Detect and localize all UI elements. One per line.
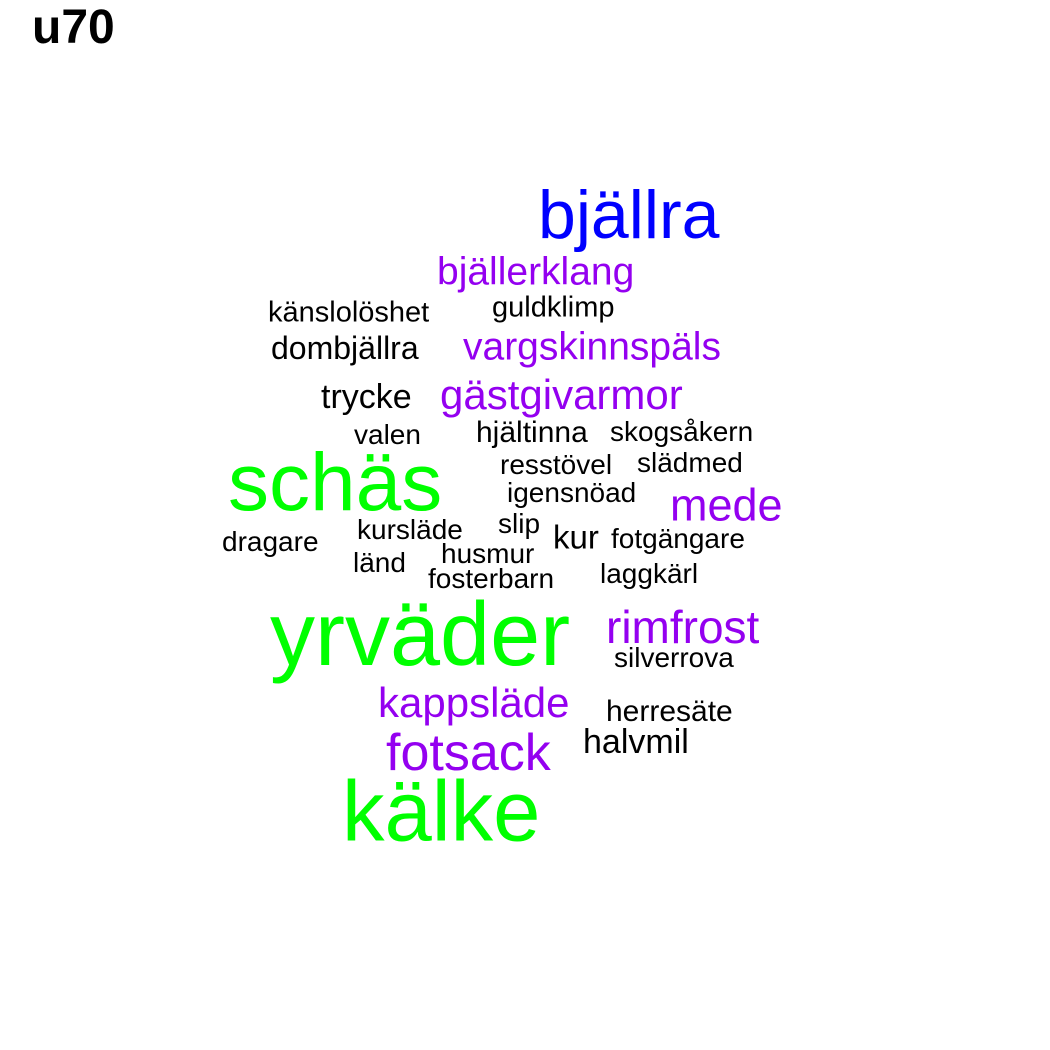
cloud-word: hjältinna (476, 416, 588, 449)
cloud-word: slädmed (637, 447, 743, 478)
cloud-word: känslolöshet (268, 296, 430, 329)
cloud-word: laggkärl (600, 558, 699, 589)
cloud-word: vargskinnspäls (463, 325, 721, 369)
cloud-word: fotgängare (611, 523, 745, 554)
cloud-word: halvmil (583, 723, 689, 761)
cloud-word: skogsåkern (610, 416, 754, 447)
cloud-word: mede (670, 479, 783, 531)
cloud-word: länd (353, 547, 406, 578)
cloud-word: husmur (441, 538, 535, 569)
cloud-word: schäs (228, 437, 443, 528)
cloud-word: silverrova (614, 642, 734, 673)
cloud-word: yrväder (270, 585, 571, 685)
cloud-word: trycke (321, 378, 412, 416)
cloud-word: rimfrost (606, 601, 760, 653)
cloud-word: igensnöad (507, 477, 637, 508)
cloud-word: resstövel (500, 449, 613, 480)
cloud-word: dombjällra (271, 330, 419, 366)
cloud-word: kälke (342, 764, 541, 860)
cloud-word: fotsack (386, 724, 551, 782)
cloud-word: guldklimp (492, 291, 615, 324)
cloud-word: kappsläde (378, 679, 570, 726)
cloud-word: dragare (222, 526, 319, 557)
cloud-word: kursläde (357, 514, 463, 545)
cloud-word: fosterbarn (428, 563, 555, 594)
cloud-word: herresäte (606, 695, 733, 728)
cloud-word: bjällra (538, 177, 720, 253)
cloud-word: kur (553, 518, 599, 556)
cloud-word: bjällerklang (437, 250, 635, 294)
plot-title: u70 (32, 1, 115, 54)
cloud-word: slip (498, 508, 541, 539)
cloud-word: gästgivarmor (440, 371, 683, 418)
cloud-word: valen (354, 419, 421, 450)
